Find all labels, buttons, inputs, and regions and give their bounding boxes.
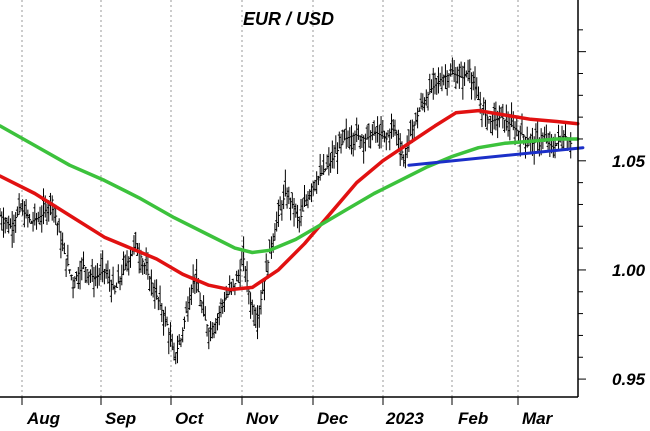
series-line-1 — [0, 124, 580, 255]
series-line-0 — [0, 108, 580, 292]
y-tick-label: 1.05 — [612, 152, 646, 171]
y-tick-label: 1.00 — [612, 261, 646, 280]
x-tick-label: Feb — [458, 409, 488, 428]
price-bars — [0, 57, 573, 365]
chart-title: EUR / USD — [243, 9, 334, 29]
tick-labels: 0.95 1.00 1.05 Aug Sep Oct Nov Dec 2023 Feb Mar — [26, 152, 646, 428]
x-tick-label: Aug — [26, 409, 61, 428]
x-tick-label: Sep — [105, 409, 136, 428]
x-tick-label: Mar — [522, 409, 554, 428]
y-tick-label: 0.95 — [612, 370, 646, 389]
series-line-2 — [407, 146, 585, 167]
x-tick-label: Nov — [246, 409, 280, 428]
x-tick-label: 2023 — [385, 409, 424, 428]
axes — [0, 0, 586, 405]
x-tick-label: Oct — [175, 409, 205, 428]
indicator-lines — [0, 108, 585, 292]
x-tick-label: Dec — [317, 409, 349, 428]
gridlines — [21, 0, 519, 397]
